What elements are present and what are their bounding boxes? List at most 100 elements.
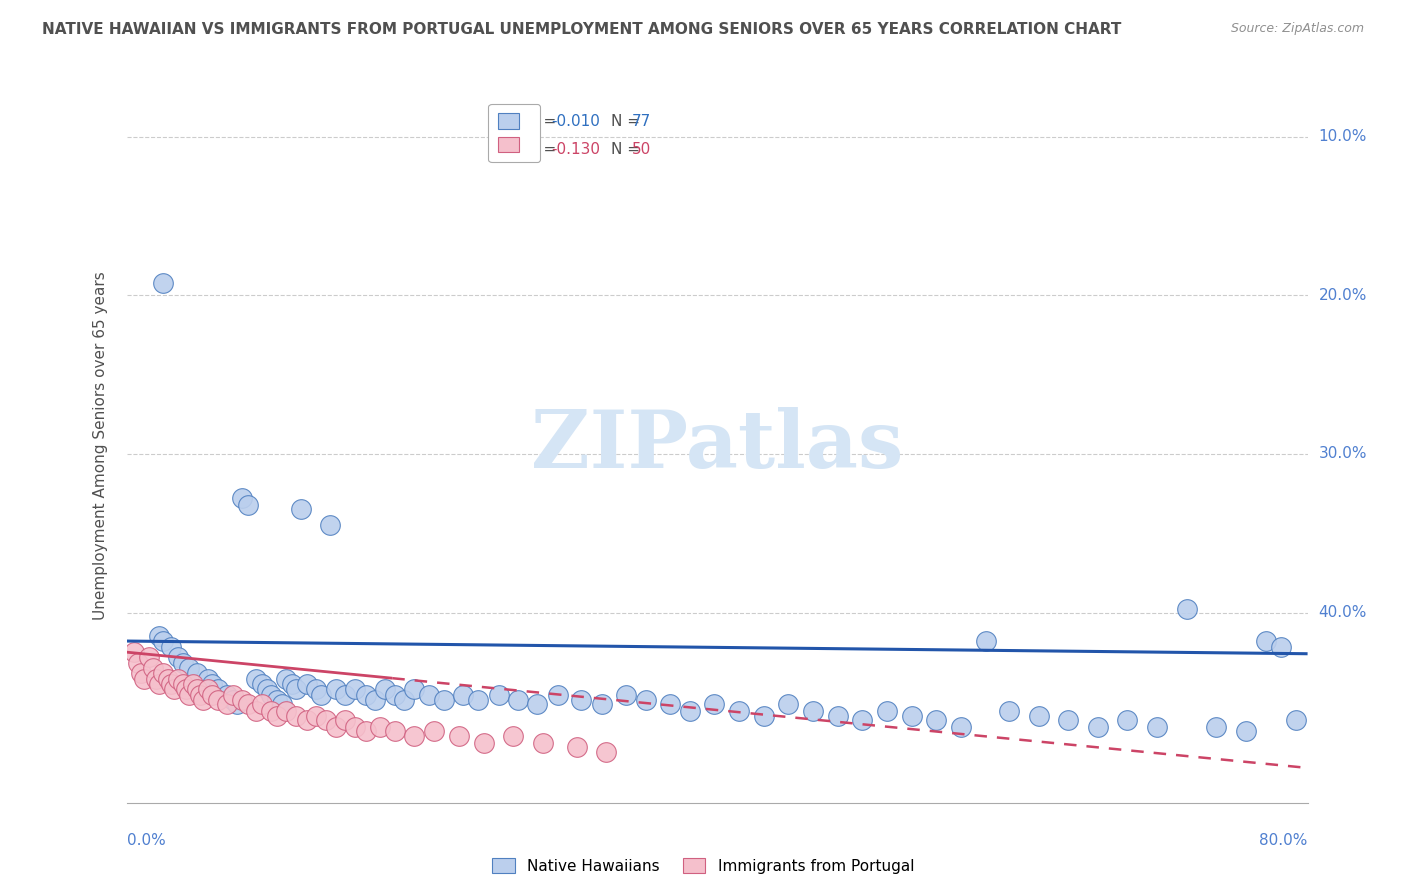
Point bbox=[172, 677, 194, 691]
Point bbox=[1285, 714, 1308, 728]
Point bbox=[354, 724, 377, 739]
Y-axis label: Unemployment Among Seniors over 65 years: Unemployment Among Seniors over 65 years bbox=[93, 272, 108, 620]
Point bbox=[215, 698, 238, 712]
Point bbox=[222, 692, 245, 706]
Point bbox=[295, 677, 318, 691]
Text: N =: N = bbox=[610, 143, 644, 157]
Point bbox=[422, 724, 444, 739]
Point bbox=[134, 672, 156, 686]
Point bbox=[177, 661, 200, 675]
Point bbox=[1057, 714, 1080, 728]
Point bbox=[1234, 724, 1257, 739]
Point bbox=[152, 276, 174, 290]
Point bbox=[186, 681, 208, 696]
Point bbox=[156, 672, 179, 686]
Point bbox=[325, 720, 347, 734]
Point bbox=[160, 677, 183, 691]
Point bbox=[315, 714, 337, 728]
Point bbox=[679, 704, 702, 718]
Point bbox=[1116, 714, 1139, 728]
Point bbox=[281, 677, 304, 691]
Point bbox=[404, 729, 426, 743]
Point bbox=[354, 688, 377, 702]
Point bbox=[418, 688, 440, 702]
Point bbox=[319, 518, 342, 533]
Point bbox=[447, 729, 470, 743]
Point bbox=[1205, 720, 1227, 734]
Point bbox=[754, 708, 776, 723]
Point bbox=[201, 688, 224, 702]
Point bbox=[252, 677, 274, 691]
Point bbox=[274, 672, 297, 686]
Point bbox=[290, 502, 312, 516]
Point bbox=[222, 688, 245, 702]
Point bbox=[325, 681, 347, 696]
Text: 30.0%: 30.0% bbox=[1319, 446, 1367, 461]
Point bbox=[827, 708, 849, 723]
Point bbox=[207, 692, 229, 706]
Point bbox=[363, 692, 385, 706]
Point bbox=[949, 720, 972, 734]
Point bbox=[304, 708, 326, 723]
Point bbox=[188, 688, 212, 702]
Legend: Native Hawaiians, Immigrants from Portugal: Native Hawaiians, Immigrants from Portug… bbox=[485, 852, 921, 880]
Point bbox=[231, 491, 253, 506]
Point bbox=[127, 657, 149, 671]
Point bbox=[614, 688, 637, 702]
Point bbox=[177, 688, 200, 702]
Point bbox=[270, 698, 292, 712]
Point bbox=[304, 681, 326, 696]
Point bbox=[703, 698, 725, 712]
Text: -0.130: -0.130 bbox=[551, 143, 600, 157]
Point bbox=[344, 720, 367, 734]
Point bbox=[266, 708, 288, 723]
Point bbox=[311, 688, 333, 702]
Point bbox=[547, 688, 569, 702]
Point bbox=[148, 677, 170, 691]
Text: R =: R = bbox=[529, 143, 561, 157]
Point bbox=[201, 677, 224, 691]
Point bbox=[236, 498, 259, 512]
Point bbox=[1087, 720, 1109, 734]
Point bbox=[285, 681, 308, 696]
Point bbox=[181, 677, 204, 691]
Text: Source: ZipAtlas.com: Source: ZipAtlas.com bbox=[1230, 22, 1364, 36]
Text: 80.0%: 80.0% bbox=[1260, 833, 1308, 848]
Point bbox=[1256, 634, 1278, 648]
Point bbox=[245, 704, 267, 718]
Point bbox=[998, 704, 1021, 718]
Point bbox=[207, 681, 229, 696]
Point bbox=[392, 692, 415, 706]
Text: 50: 50 bbox=[633, 143, 651, 157]
Text: 20.0%: 20.0% bbox=[1319, 288, 1367, 303]
Point bbox=[467, 692, 489, 706]
Legend: , : , bbox=[488, 104, 540, 162]
Point bbox=[160, 640, 183, 655]
Point bbox=[974, 634, 997, 648]
Text: ZIPatlas: ZIPatlas bbox=[531, 407, 903, 485]
Point bbox=[266, 692, 288, 706]
Point bbox=[1146, 720, 1168, 734]
Point bbox=[488, 688, 510, 702]
Text: 40.0%: 40.0% bbox=[1319, 605, 1367, 620]
Point bbox=[138, 649, 160, 664]
Text: 77: 77 bbox=[633, 114, 651, 128]
Point bbox=[506, 692, 529, 706]
Point bbox=[876, 704, 898, 718]
Point bbox=[636, 692, 658, 706]
Point bbox=[295, 714, 318, 728]
Point bbox=[197, 672, 219, 686]
Point bbox=[256, 681, 278, 696]
Text: NATIVE HAWAIIAN VS IMMIGRANTS FROM PORTUGAL UNEMPLOYMENT AMONG SENIORS OVER 65 Y: NATIVE HAWAIIAN VS IMMIGRANTS FROM PORTU… bbox=[42, 22, 1122, 37]
Text: 10.0%: 10.0% bbox=[1319, 129, 1367, 145]
Point bbox=[344, 681, 367, 696]
Point bbox=[193, 692, 215, 706]
Point bbox=[404, 681, 426, 696]
Point bbox=[163, 681, 186, 696]
Point bbox=[851, 714, 873, 728]
Point bbox=[252, 698, 274, 712]
Text: R =: R = bbox=[529, 114, 561, 128]
Point bbox=[152, 634, 174, 648]
Point bbox=[591, 698, 613, 712]
Point bbox=[728, 704, 751, 718]
